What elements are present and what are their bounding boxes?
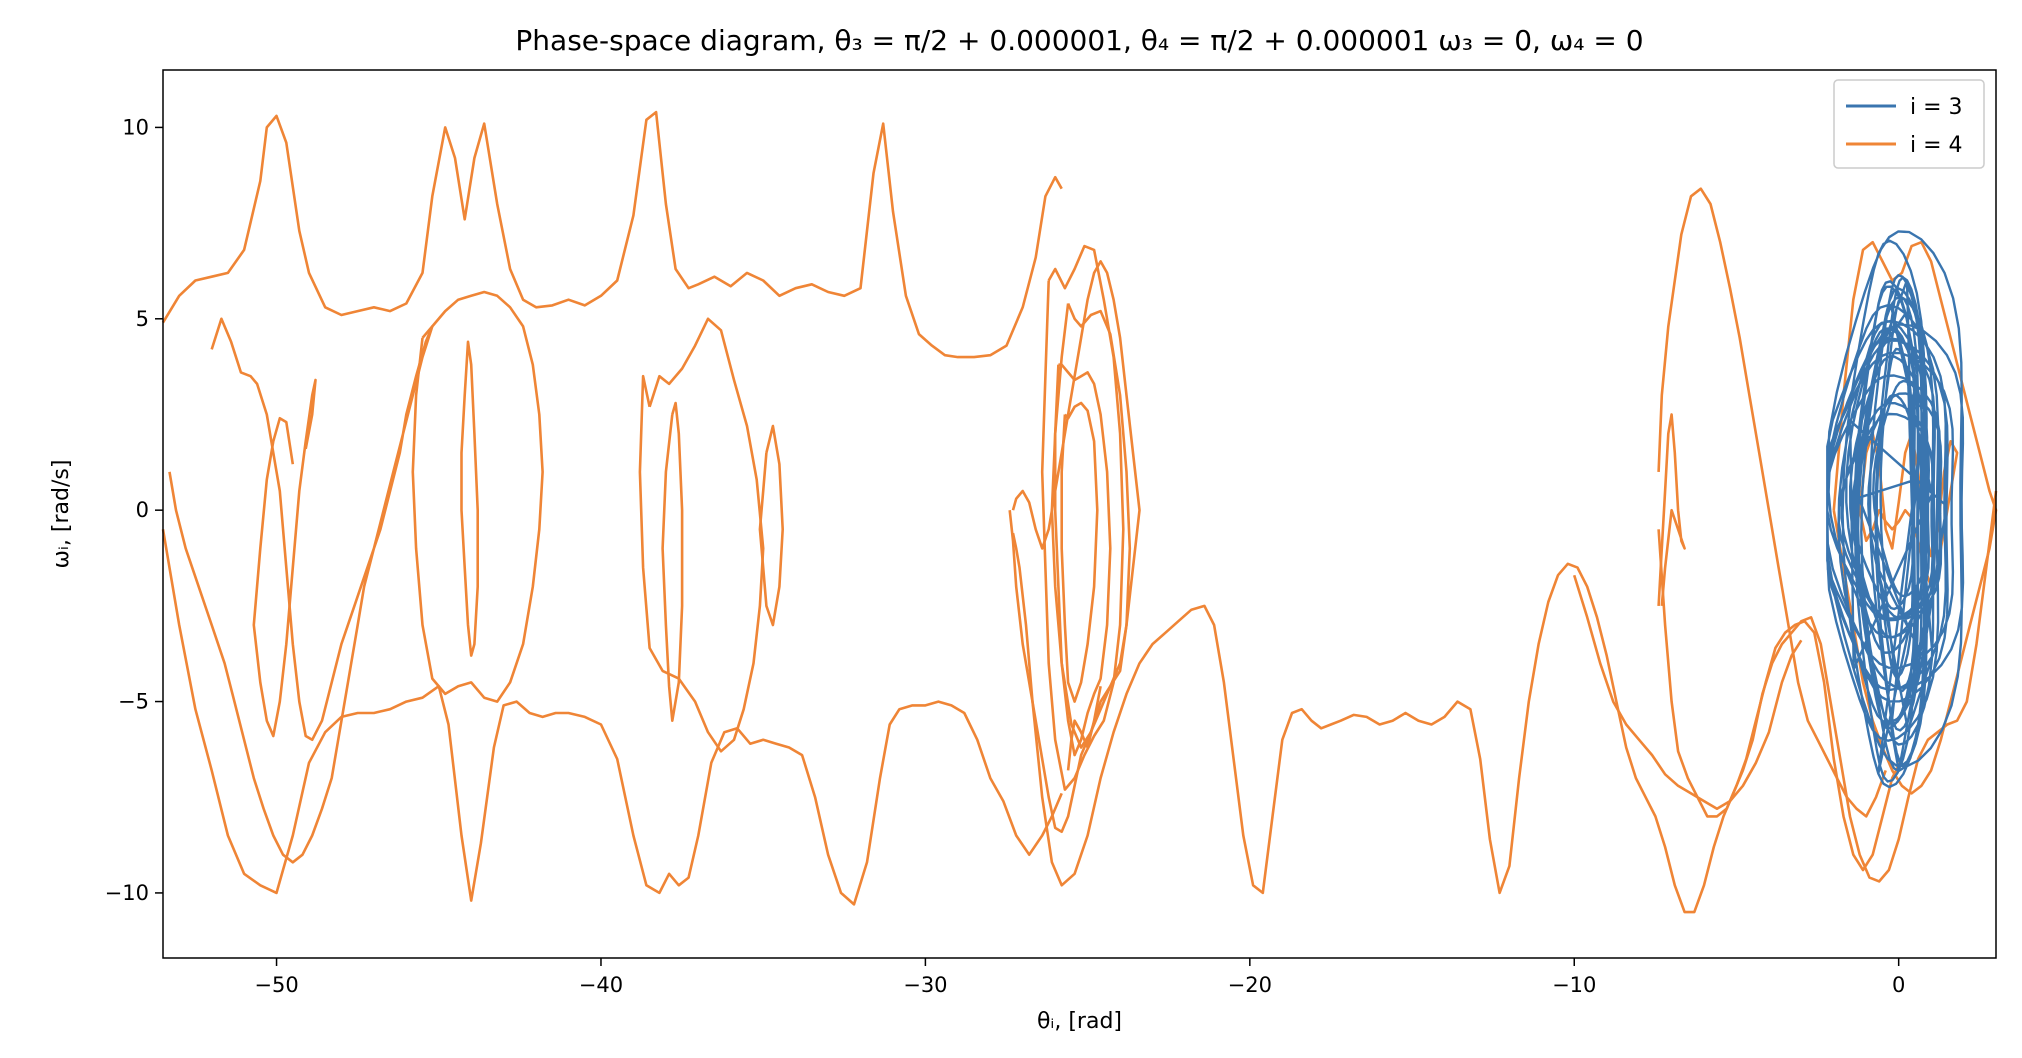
- y-tick-label: 10: [122, 115, 149, 139]
- chart-title: Phase-space diagram, θ₃ = π/2 + 0.000001…: [515, 24, 1643, 57]
- x-tick-label: −50: [254, 973, 298, 997]
- x-axis-ticks: −50 −40 −30 −20 −10 0: [254, 958, 1905, 997]
- series-i4-path: [411, 290, 544, 703]
- legend-label-i3: i = 3: [1910, 95, 1963, 120]
- series-i4-path: [161, 529, 1063, 906]
- series-i4-path: [638, 317, 765, 753]
- y-axis-ticks: −10 −5 0 5 10: [105, 115, 163, 905]
- series-i4-path: [1011, 490, 1998, 914]
- series-i4-path: [1053, 363, 1112, 757]
- legend-box: [1833, 79, 1985, 169]
- series-i4-path: [661, 401, 684, 722]
- series-i4-path: [1657, 187, 1887, 818]
- legend: i = 3 i = 4: [1833, 79, 1985, 169]
- x-tick-label: −20: [1228, 973, 1272, 997]
- series-i3-path: [1826, 230, 1965, 789]
- series-i4-path: [252, 378, 317, 738]
- series-i4-path: [1657, 529, 1904, 872]
- y-tick-label: −5: [118, 690, 149, 714]
- y-tick-label: −10: [105, 881, 149, 905]
- x-tick-label: −10: [1552, 973, 1596, 997]
- series-i4-path: [1066, 685, 1102, 771]
- plot-frame: [162, 69, 1997, 959]
- series-i4-path: [1657, 413, 1686, 607]
- x-tick-label: −30: [903, 973, 947, 997]
- series-i4-path: [161, 110, 1063, 359]
- series-i3-layer: [1826, 230, 1965, 789]
- x-tick-label: −40: [579, 973, 623, 997]
- series-i4-layer: [161, 110, 1998, 914]
- legend-label-i4: i = 4: [1910, 133, 1963, 158]
- series-i4-path: [1858, 432, 1959, 588]
- series-i4-path: [1060, 401, 1099, 703]
- series-i4-path: [1572, 574, 1803, 810]
- y-tick-label: 0: [136, 498, 149, 522]
- y-axis-label: ωᵢ, [rad/s]: [49, 460, 74, 569]
- series-i4-path: [460, 340, 479, 657]
- series-i4-path: [758, 424, 784, 627]
- x-axis-label: θᵢ, [rad]: [1037, 1009, 1122, 1034]
- y-tick-label: 5: [136, 307, 149, 331]
- x-tick-label: 0: [1892, 973, 1905, 997]
- series-i4-path: [1040, 244, 1125, 791]
